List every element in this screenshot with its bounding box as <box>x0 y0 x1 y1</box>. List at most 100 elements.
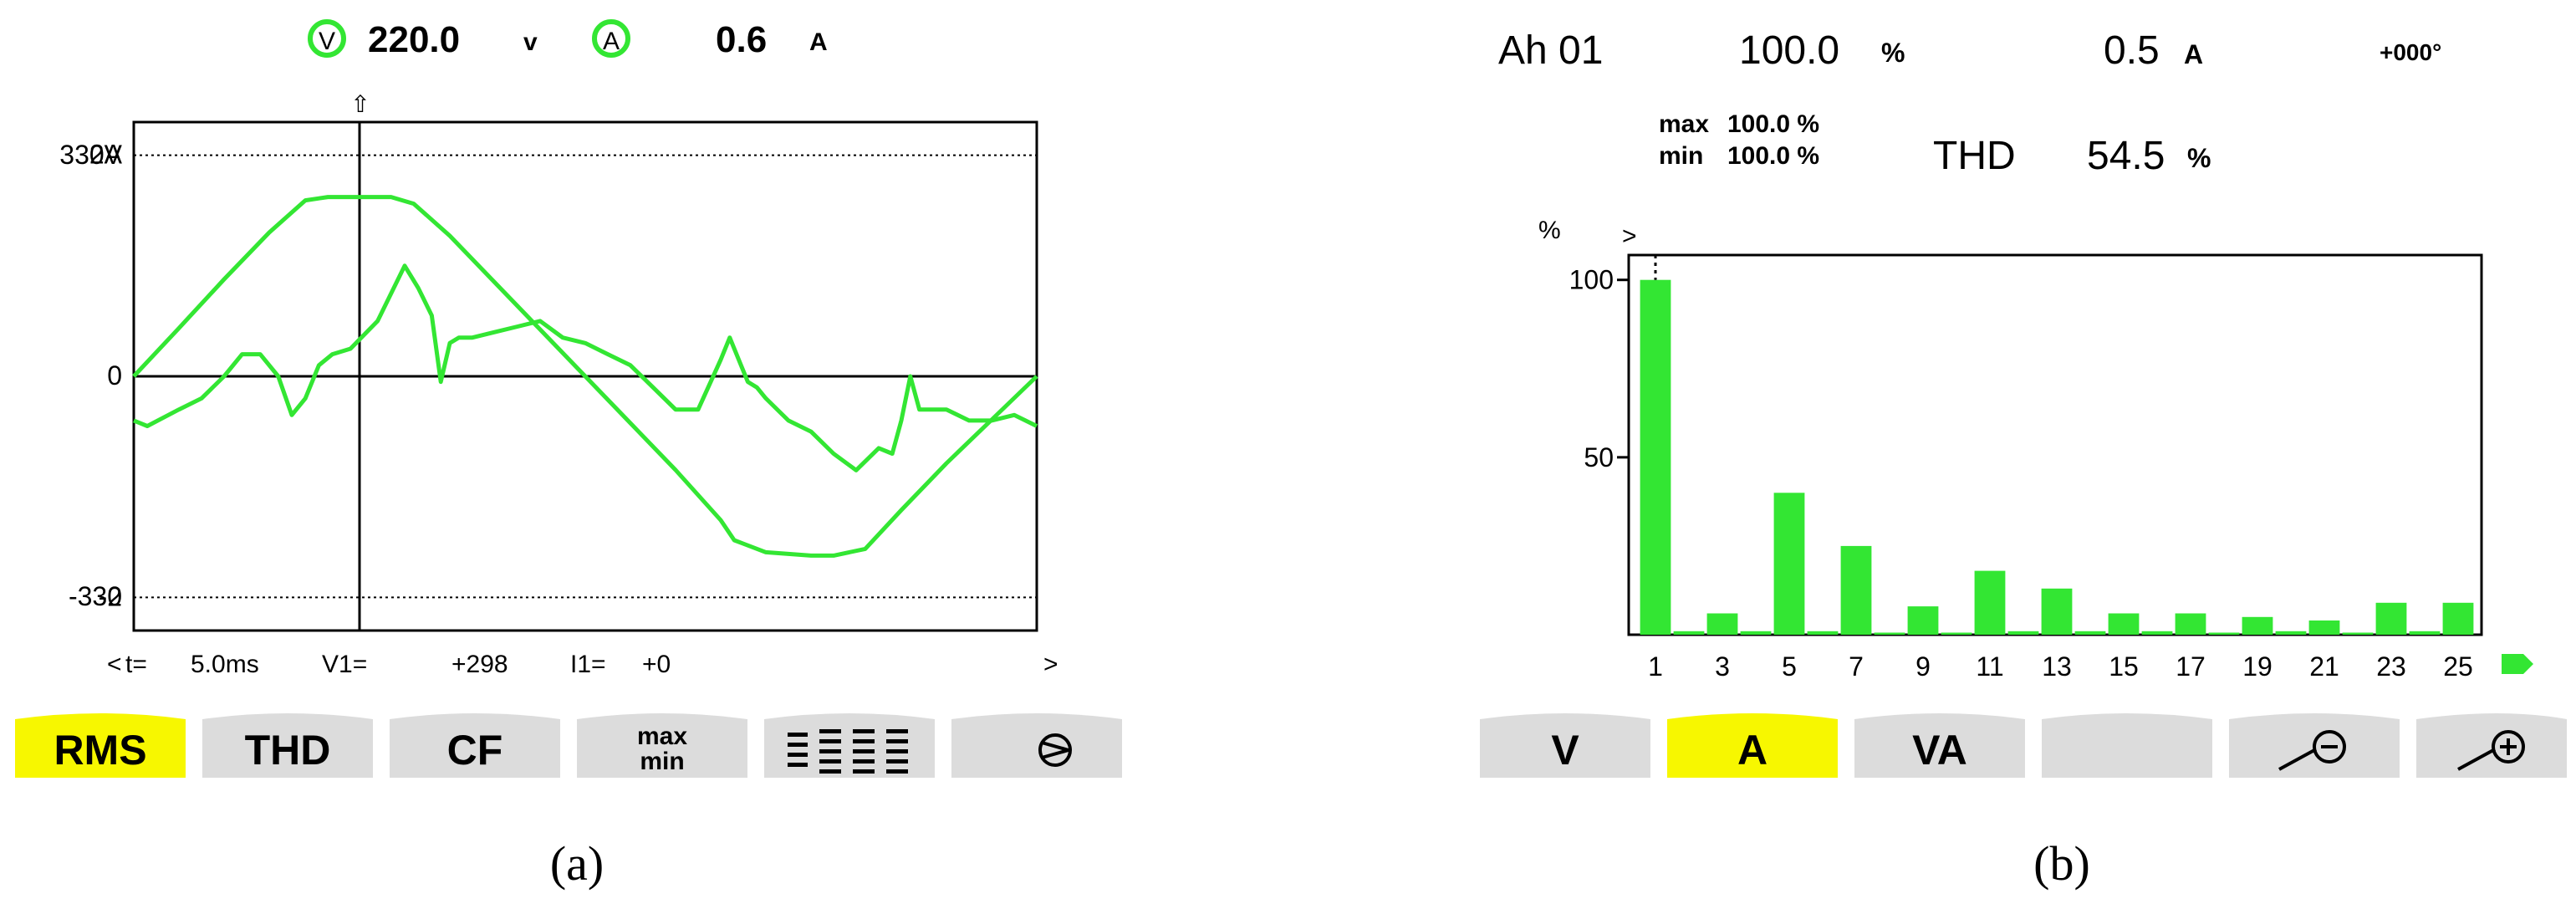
phasor-icon <box>1038 733 1072 767</box>
panel-a-label: (a) <box>550 836 604 891</box>
spectrum-x-tick-labels: 1 3 5 7 9 11 13 15 17 19 21 23 25 <box>1648 651 2473 682</box>
readout-voltage-label: V1= <box>322 651 367 678</box>
spectrum-plot-area <box>1627 253 2483 636</box>
readout-current-label: I1= <box>570 651 606 678</box>
x-tick-label: 11 <box>1976 651 2003 682</box>
voltage-channel-icon <box>308 19 346 58</box>
harmonic-channel: Ah 01 <box>1498 28 1603 73</box>
voltage-channel-icon-label: V <box>319 28 335 55</box>
harmonic-bar-25 <box>2442 602 2474 635</box>
voltage-mode-button[interactable]: V <box>1480 713 1650 778</box>
thd-unit: % <box>2187 143 2211 173</box>
harmonics-table-icon <box>788 729 908 774</box>
readout-voltage-value: +298 <box>451 651 508 678</box>
thd-button[interactable]: THD <box>202 713 373 778</box>
harmonic-bar-11 <box>1974 570 2006 635</box>
harmonic-bar-13 <box>2041 588 2073 635</box>
cf-button[interactable]: CF <box>390 713 560 778</box>
harmonic-bar-5 <box>1773 493 1805 635</box>
harmonic-bar-21 <box>2308 620 2340 635</box>
thd-label: THD <box>1933 134 2016 178</box>
harmonic-bar-20 <box>2275 631 2307 635</box>
panel-b-label: (b) <box>2033 836 2090 891</box>
harmonic-bar-18 <box>2208 632 2240 635</box>
x-tick-label: 13 <box>2042 651 2072 682</box>
harmonic-bar-4 <box>1740 631 1772 635</box>
spectrum-ylabel: % <box>1538 217 1561 244</box>
harmonic-amp-unit: A <box>2184 39 2203 69</box>
x-tick-label: 19 <box>2242 651 2272 682</box>
cf-button-label: CF <box>447 727 503 774</box>
readout-time-value: 5.0ms <box>191 651 259 678</box>
x-tick-label: 9 <box>1915 651 1931 682</box>
min-label: min <box>640 748 684 775</box>
harmonic-bar-19 <box>2242 616 2273 635</box>
blank-button[interactable] <box>2042 713 2212 778</box>
max-label: max <box>637 723 687 750</box>
zoom-in-icon <box>2457 730 2525 771</box>
current-unit: A <box>809 28 828 56</box>
phasor-button[interactable] <box>951 713 1122 778</box>
x-tick-label: 23 <box>2376 651 2406 682</box>
x-tick-label: 7 <box>1849 651 1864 682</box>
min-value: 100.0 % <box>1727 142 1819 170</box>
harmonic-bar-8 <box>1874 632 1905 635</box>
min-label: min <box>1659 142 1703 170</box>
spectrum-y-ticks: 50 100 <box>1569 265 1629 472</box>
current-channel-icon-label: A <box>603 28 620 55</box>
rms-button[interactable]: RMS <box>15 713 186 778</box>
power-mode-label: VA <box>1912 727 1967 774</box>
y-tick-label: -2 <box>99 581 122 611</box>
readout-right-arrow[interactable]: > <box>1043 651 1058 678</box>
harmonic-bar-17 <box>2175 613 2206 635</box>
current-value: 0.6 <box>716 19 767 60</box>
thd-button-label: THD <box>245 727 331 774</box>
current-trace <box>133 263 1038 472</box>
y-tick-label: -330 <box>69 581 122 611</box>
power-mode-button[interactable]: VA <box>1854 713 2025 778</box>
max-label: max <box>1659 110 1709 138</box>
harmonic-bar-14 <box>2074 631 2106 635</box>
y-tick-label: 50 <box>1584 442 1614 472</box>
x-tick-label: 17 <box>2176 651 2206 682</box>
voltage-mode-label: V <box>1551 727 1579 774</box>
zoom-in-button[interactable] <box>2416 713 2567 778</box>
rms-button-label: RMS <box>54 727 146 774</box>
current-mode-label: A <box>1737 727 1767 774</box>
spectrum-bars <box>1640 255 2474 635</box>
harmonic-bar-9 <box>1907 606 1939 635</box>
harmonic-bar-22 <box>2342 632 2374 635</box>
readout-current-value: +0 <box>642 651 671 678</box>
current-mode-button[interactable]: A <box>1667 713 1838 778</box>
x-tick-label: 21 <box>2309 651 2339 682</box>
harmonic-bar-23 <box>2375 602 2407 635</box>
harmonic-percent-value: 100.0 <box>1739 28 1839 73</box>
harmonic-bar-10 <box>1941 632 1972 635</box>
x-tick-label: 15 <box>2109 651 2139 682</box>
harmonic-bar-12 <box>2007 631 2039 635</box>
x-tick-label: 1 <box>1648 651 1663 682</box>
harmonic-bar-16 <box>2141 631 2173 635</box>
zoom-out-button[interactable] <box>2229 713 2400 778</box>
waveform-series <box>132 195 1038 558</box>
spectrum-scroll-right-icon[interactable] <box>2502 654 2533 674</box>
panel-b: Ah 01 100.0 % 0.5 A +000° max 100.0 % mi… <box>1480 28 2567 891</box>
max-value: 100.0 % <box>1727 110 1819 138</box>
harmonic-percent-unit: % <box>1881 38 1905 68</box>
x-tick-label: 5 <box>1782 651 1797 682</box>
harmonic-bar-24 <box>2409 631 2441 635</box>
readout-left-arrow[interactable]: < <box>107 651 122 678</box>
voltage-trace <box>132 195 1038 558</box>
voltage-value: 220.0 <box>368 19 460 60</box>
harmonic-bar-2 <box>1673 631 1705 635</box>
y-tick-label: 0 <box>107 360 122 391</box>
zoom-out-icon <box>2278 730 2346 771</box>
harmonics-table-button[interactable] <box>764 713 935 778</box>
harmonic-bar-3 <box>1706 613 1738 635</box>
harmonic-bar-7 <box>1840 545 1872 635</box>
harmonic-bar-6 <box>1807 631 1839 635</box>
max-min-button[interactable]: max min <box>577 713 747 778</box>
